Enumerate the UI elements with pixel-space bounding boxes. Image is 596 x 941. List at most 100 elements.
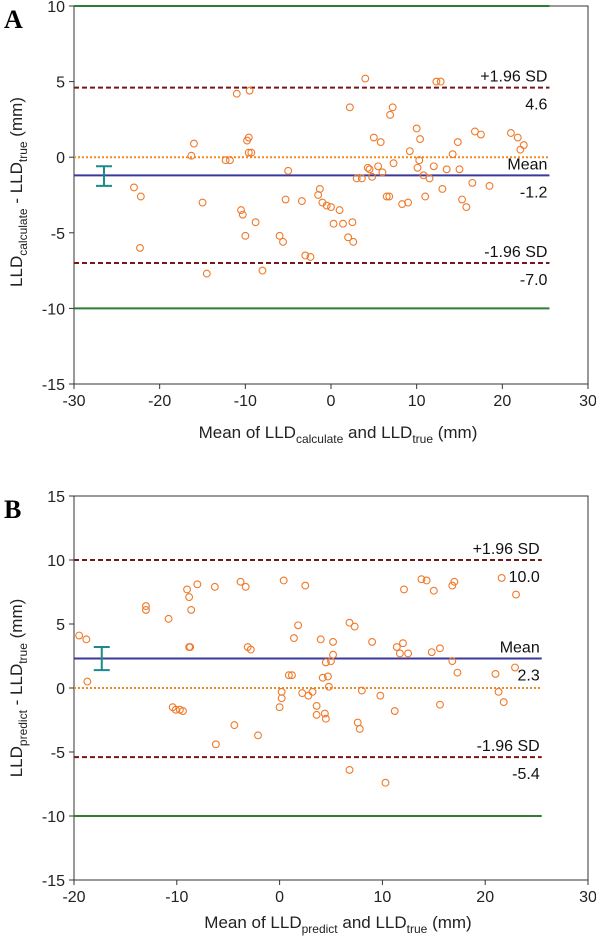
data-point [186, 643, 195, 651]
data-point [258, 266, 267, 275]
data-point [179, 707, 187, 715]
data-point [374, 162, 383, 171]
data-point [185, 593, 194, 602]
data-point [376, 691, 385, 700]
x-axis-title: Mean of LLDpredict and LLDtrue (mm) [204, 913, 471, 936]
data-point [323, 672, 332, 681]
data-point [450, 577, 459, 586]
data-point [369, 133, 378, 142]
data-point [275, 231, 284, 240]
y-axis-ticks: -15 -10 -5 0 5 10 [42, 0, 74, 394]
data-point [287, 671, 296, 680]
upper-sd-label: +1.96 SD [480, 69, 547, 86]
data-point [225, 156, 234, 165]
data-point [512, 590, 520, 599]
y-tick-label: 15 [47, 489, 65, 506]
data-point [187, 151, 196, 160]
data-point [416, 135, 425, 144]
data-point [75, 631, 84, 640]
upper-sd-value: 4.6 [525, 97, 547, 114]
data-point [357, 686, 366, 695]
data-point [324, 682, 333, 691]
x-axis-ticks: -20 -10 0 10 20 30 [62, 880, 596, 906]
upper-sd-label: +1.96 SD [473, 541, 540, 558]
data-point [130, 183, 138, 192]
data-point [275, 703, 284, 712]
y-tick-label: 5 [56, 617, 65, 634]
data-point [171, 705, 180, 714]
upper-sd-value: 10.0 [509, 569, 540, 586]
data-point [427, 648, 436, 657]
y-tick-label: -5 [51, 745, 65, 762]
y-axis-ticks: -15 -10 -5 0 5 10 15 [42, 489, 74, 890]
data-point [136, 192, 145, 201]
data-point [83, 677, 92, 686]
data-point [376, 138, 385, 147]
data-point [436, 644, 444, 653]
panel-b: B -20 -10 0 10 20 30 -15 -10 -5 0 5 10 15 +1.96 SD … [4, 489, 596, 936]
data-point [344, 233, 353, 242]
data-point [499, 698, 508, 707]
data-point [245, 86, 254, 95]
data-point [506, 129, 515, 137]
line-annotations: +1.96 SD 4.6 Mean -1.2 -1.96 SD -7.0 [480, 69, 547, 289]
x-tick-label: -20 [148, 393, 171, 410]
data-point [352, 174, 361, 183]
data-point [251, 218, 260, 227]
mean-value: -1.2 [520, 184, 548, 201]
y-tick-label: 10 [47, 0, 65, 16]
data-point [436, 700, 444, 709]
data-point [511, 663, 519, 672]
panel-a-label: A [4, 5, 23, 34]
data-point [301, 251, 310, 260]
data-point [189, 139, 198, 148]
data-point [361, 74, 370, 83]
data-point [142, 602, 150, 611]
data-point [321, 714, 330, 723]
data-point [345, 765, 354, 774]
data-point [468, 178, 477, 187]
x-tick-label: 10 [374, 889, 392, 906]
data-point [301, 581, 310, 590]
data-point [320, 709, 329, 718]
data-point [329, 650, 338, 659]
data-point [392, 643, 401, 651]
data-point [470, 127, 479, 136]
data-point [368, 637, 377, 646]
data-point [329, 637, 338, 646]
data-point [448, 150, 457, 159]
data-point [390, 707, 399, 715]
data-point [304, 691, 313, 700]
data-point [448, 657, 457, 666]
data-point [355, 725, 364, 733]
data-point [436, 77, 445, 86]
data-point [277, 694, 286, 703]
y-tick-label: -10 [42, 301, 65, 318]
x-tick-label: -10 [234, 393, 257, 410]
y-tick-label: 10 [47, 553, 65, 570]
data-point [400, 585, 408, 594]
x-tick-label: 0 [327, 393, 336, 410]
y-tick-label: -15 [42, 377, 65, 394]
data-point [236, 577, 245, 586]
x-tick-label: 20 [476, 889, 494, 906]
mean-ci-bar [93, 646, 110, 672]
data-point [254, 731, 262, 740]
data-point [211, 740, 220, 749]
data-point [202, 269, 211, 278]
data-point [318, 673, 327, 682]
data-point [425, 174, 434, 183]
data-point [365, 165, 374, 174]
x-tick-label: -20 [62, 889, 85, 906]
data-point [417, 575, 426, 584]
data-point [345, 618, 354, 627]
data-point [238, 210, 247, 219]
data-point [241, 231, 250, 240]
data-point [368, 172, 377, 181]
x-tick-label: 10 [408, 393, 426, 410]
data-point [485, 181, 494, 190]
data-point [306, 253, 315, 261]
data-point [297, 197, 306, 205]
data-point [357, 174, 366, 183]
data-point [232, 89, 241, 98]
